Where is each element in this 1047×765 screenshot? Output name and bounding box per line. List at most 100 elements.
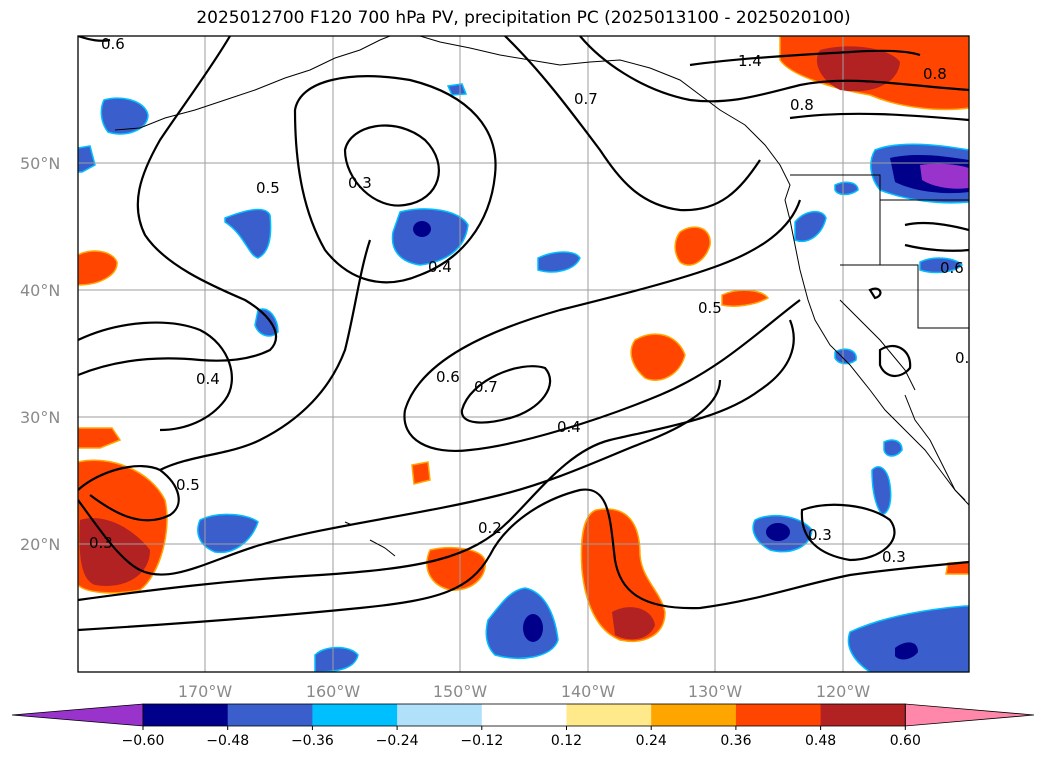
- colorbar-tick-label: 0.60: [890, 733, 921, 749]
- lat-label-30n: 30°N: [20, 408, 60, 427]
- pv-contour-labels: 0.6 1.4 0.8 0.7 0.8 0.5 0.3 0.4 0.4 0.6 …: [89, 35, 979, 566]
- pv-contour-label: 0.5: [698, 299, 722, 317]
- pv-contour-0.4-west: [78, 321, 233, 432]
- pv-contour-label: 0.2: [478, 519, 502, 537]
- precip-negative-region: [871, 466, 892, 516]
- pv-contour-1.4: [689, 49, 921, 67]
- precip-positive-region: [580, 508, 666, 642]
- pv-contour-label: 0.8: [923, 65, 947, 83]
- precip-negative-region: [78, 145, 96, 173]
- pv-contour-0.5-north: [78, 36, 277, 377]
- pv-contour-0.8-lower: [789, 112, 969, 122]
- pv-contour-0.6: [403, 199, 802, 411]
- colorbar-tick-label: −0.12: [460, 733, 503, 749]
- precip-positive-region: [721, 289, 770, 307]
- state-border: [839, 299, 916, 391]
- colorbar-segment: [820, 704, 906, 726]
- pv-contour-label: 0.4: [955, 349, 979, 367]
- pv-contour-0.6-corner: [78, 36, 111, 42]
- pv-contour-label: 0.3: [808, 526, 832, 544]
- lon-label-150w: 150°W: [433, 682, 488, 701]
- pv-contour-label: 0.7: [574, 90, 598, 108]
- pv-contour-label: 1.4: [738, 52, 762, 70]
- pv-contour-0.3: [343, 124, 440, 207]
- north-america-coast: [419, 36, 969, 506]
- precip-negative-region: [446, 83, 468, 96]
- coastlines: [114, 36, 969, 557]
- pv-contour-label: 0.6: [940, 259, 964, 277]
- lon-label-160w: 160°W: [306, 682, 361, 701]
- precip-negative-region: [485, 587, 559, 659]
- precip-negative-region: [197, 513, 259, 554]
- colorbar-segment: [735, 704, 822, 726]
- map-frame: [77, 35, 970, 673]
- baja-coast: [904, 394, 966, 501]
- pv-contour-0.7-east: [504, 36, 761, 212]
- colorbar-tick-label: −0.48: [206, 733, 249, 749]
- colorbar: −0.60 −0.48 −0.36 −0.24 −0.12 0.12 0.24 0.36 0.4…: [11, 703, 1035, 749]
- colorbar-tick-label: 0.12: [551, 733, 582, 749]
- lon-label-170w: 170°W: [178, 682, 233, 701]
- precip-negative-region: [537, 251, 581, 273]
- pv-contour-label: 0.3: [348, 174, 372, 192]
- pv-contour-label: 0.5: [256, 179, 280, 197]
- precip-strong-negative-region: [895, 642, 918, 660]
- aleutian-coast: [114, 36, 391, 131]
- pv-contour-0.5-center: [159, 239, 372, 471]
- lat-label-40n: 40°N: [20, 281, 60, 300]
- lon-label-120w: 120°W: [816, 682, 871, 701]
- colorbar-tick-label: −0.24: [376, 733, 419, 749]
- pv-contour-label: 0.3: [882, 548, 906, 566]
- pv-contour-0.7: [460, 365, 552, 424]
- precip-negative-region: [919, 257, 964, 274]
- pv-contour-label: 0.6: [436, 368, 460, 386]
- pv-contour-label: 0.4: [428, 258, 452, 276]
- pv-contour-label: 0.3: [89, 534, 113, 552]
- colorbar-segment: [566, 704, 652, 726]
- colorbar-extend-high: [904, 703, 1035, 727]
- colorbar-segment: [227, 704, 313, 726]
- colorbar-tick-label: 0.24: [636, 733, 667, 749]
- precip-negative-region: [883, 439, 903, 457]
- precip-negative-region: [834, 348, 857, 365]
- precip-strong-negative-region: [766, 523, 790, 541]
- pv-contour-east-tiny: [868, 287, 882, 300]
- pv-contour-label: 0.4: [557, 418, 581, 436]
- pv-contour-label: 0.8: [790, 96, 814, 114]
- pv-contour-label: 0.7: [474, 378, 498, 396]
- graticule: [78, 36, 969, 672]
- pv-contour-label: 0.6: [101, 35, 125, 53]
- colorbar-tick-label: 0.36: [720, 733, 751, 749]
- precip-positive-region: [411, 461, 431, 485]
- colorbar-tick-label: −0.36: [291, 733, 334, 749]
- colorbar-segment: [651, 704, 737, 726]
- pv-contour-label: 0.4: [196, 370, 220, 388]
- precip-negative-region: [254, 308, 279, 337]
- colorbar-segment: [312, 704, 398, 726]
- lat-label-50n: 50°N: [20, 154, 60, 173]
- pv-contour-label: 0.5: [176, 476, 200, 494]
- precip-shading: [78, 36, 969, 672]
- precip-positive-region: [674, 226, 711, 266]
- colorbar-segment: [397, 704, 483, 726]
- pv-contour-0.6-east: [904, 221, 969, 252]
- colorbar-segment: [481, 704, 567, 726]
- precip-negative-region: [391, 208, 469, 266]
- pv-contour-0.2: [78, 488, 969, 632]
- precip-negative-region: [847, 605, 969, 672]
- lon-label-140w: 140°W: [561, 682, 616, 701]
- pv-contour-0.3-east: [800, 503, 896, 562]
- colorbar-outline: [142, 703, 906, 727]
- colorbar-extend-low: [11, 703, 144, 727]
- precip-strong-positive-region: [79, 518, 150, 586]
- pv-contour-0.4: [293, 75, 497, 284]
- lat-label-20n: 20°N: [20, 535, 60, 554]
- pv-contour-0.5-west: [78, 465, 180, 522]
- colorbar-tick-label: 0.48: [805, 733, 836, 749]
- state-border: [840, 264, 969, 329]
- precip-extreme-negative-region: [920, 163, 969, 189]
- colorbar-segment: [143, 704, 229, 726]
- pv-contours: [78, 36, 969, 632]
- pv-contour-0.4-mid: [78, 379, 722, 576]
- precip-positive-region: [78, 427, 122, 449]
